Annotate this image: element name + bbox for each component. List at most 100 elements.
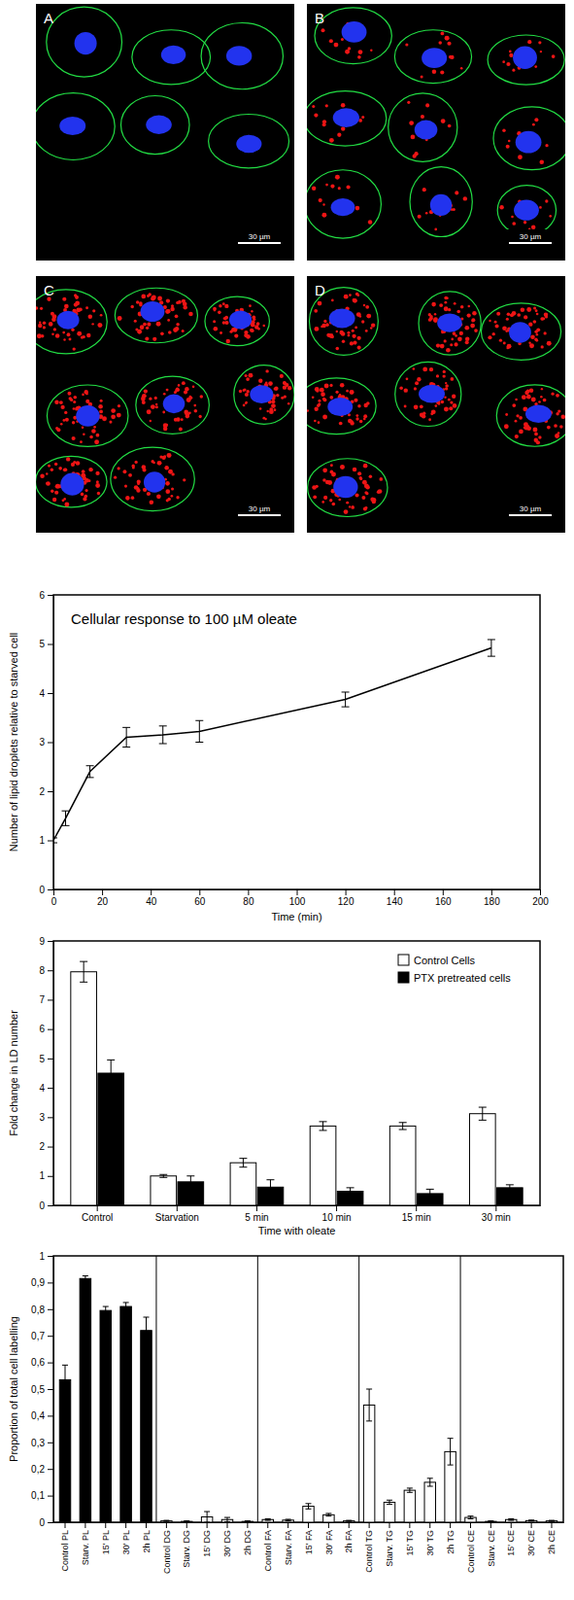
tick-label: 30' CE (526, 1528, 537, 1555)
lipid-droplet-dot (166, 308, 170, 313)
lipid-droplet-dot (516, 312, 521, 317)
tick-label: 0,7 (31, 1329, 45, 1341)
lipid-droplet-dot (456, 309, 461, 314)
lipid-droplet-dot (324, 383, 330, 389)
error-bar-cap (426, 1187, 435, 1189)
lipid-droplet-dot (116, 412, 122, 418)
tick: Starv. TG (384, 1520, 395, 1566)
lipid-droplet-dot (413, 404, 419, 409)
bar (323, 1513, 335, 1521)
lipid-droplet-dot (325, 103, 329, 107)
error-bar (487, 1519, 494, 1521)
error-bar-cap (305, 1501, 312, 1503)
lipid-droplet-dot (248, 372, 254, 378)
lipid-droplet-dot (499, 338, 503, 342)
lipid-droplet-dot (130, 304, 134, 308)
tick-label: Control (81, 1211, 113, 1222)
lipid-droplet-dot (73, 302, 78, 306)
tick: 15' DG (202, 1520, 212, 1556)
lipid-droplet-dot (147, 292, 151, 296)
tick-label: 2h CE (546, 1528, 557, 1554)
error-bar (102, 1305, 109, 1314)
lipid-droplet-dot (451, 394, 456, 399)
y-axis-title: Fold change in LD number (7, 1009, 20, 1136)
lipid-droplet-dot (447, 124, 452, 129)
lipid-droplet-dot (110, 407, 116, 413)
lipid-droplet-dot (128, 472, 133, 477)
error-bar (399, 1121, 407, 1129)
lipid-droplet-dot (358, 49, 364, 55)
lipid-droplet-dot (95, 471, 100, 475)
tick-mark (150, 888, 152, 895)
lipid-droplet-dot (270, 403, 276, 408)
bar (59, 1378, 70, 1521)
tick-mark (348, 1520, 350, 1527)
tick-mark (429, 1520, 431, 1527)
tick: 8 (38, 964, 54, 976)
error-bar-stem (145, 1316, 147, 1343)
lipid-droplet-dot (514, 398, 518, 402)
tick-mark (97, 1204, 99, 1211)
lipid-droplet-dot (313, 308, 318, 313)
lipid-droplet-dot (506, 317, 509, 321)
error-bar-cap (106, 1058, 115, 1060)
lipid-droplet-dot (369, 474, 373, 479)
lipid-droplet-dot (502, 60, 506, 64)
lipid-droplet-dot (71, 420, 75, 424)
lipid-droplet-dot (440, 118, 446, 124)
tick-mark (470, 1520, 472, 1527)
lipid-droplet-dot (82, 496, 87, 501)
lipid-droplet-dot (363, 506, 368, 510)
lipid-droplet-dot (468, 304, 472, 308)
lipid-droplet-dot (555, 411, 559, 415)
lipid-droplet-dot (441, 373, 445, 377)
y-axis-title: Proportion of total cell labelling (7, 1315, 20, 1461)
lipid-droplet-dot (436, 373, 439, 377)
tick: 0,8 (31, 1303, 54, 1315)
lipid-droplet-dot (527, 39, 532, 44)
lipid-droplet-dot (284, 382, 289, 387)
tick: 2h PL (141, 1520, 152, 1553)
lipid-droplet-dot (534, 65, 538, 68)
lipid-droplet-dot (54, 399, 59, 404)
tick-label: 2h DG (242, 1528, 253, 1554)
lipid-droplet-dot (248, 303, 252, 307)
lipid-droplet-dot (443, 406, 449, 412)
error-bar (224, 1516, 231, 1520)
lipid-droplet-dot (39, 472, 45, 478)
tick-mark (369, 1520, 371, 1527)
bar (150, 1175, 177, 1205)
lipid-droplet-dot (436, 342, 440, 347)
tick-mark (442, 888, 444, 895)
lipid-droplet-dot (443, 396, 447, 400)
tick-label: 15' CE (506, 1528, 516, 1555)
error-bar-stem (429, 1187, 431, 1197)
lipid-droplet-dot (224, 315, 229, 320)
tick-mark (491, 888, 493, 895)
group-divider (460, 1254, 462, 1521)
lipid-droplet-dot (534, 329, 539, 334)
tick-mark (47, 1308, 54, 1310)
lipid-droplet-dot (506, 346, 509, 350)
lipid-droplet-dot (425, 211, 429, 215)
lipid-droplet-dot (356, 311, 362, 317)
lipid-droplet-dot (170, 303, 174, 307)
lipid-droplet-dot (523, 220, 527, 224)
error-bar-cap (346, 1193, 355, 1195)
lipid-droplet-dot (518, 429, 524, 435)
error-bar-cap (528, 1518, 535, 1520)
lipid-droplet-dot (224, 317, 227, 320)
tick: 0,6 (31, 1355, 54, 1367)
error-bar-cap (305, 1507, 312, 1509)
tick-label: 0,3 (31, 1436, 45, 1448)
lipid-droplet-dot (45, 480, 51, 486)
lipid-droplet-dot (175, 387, 180, 392)
tick: 5 min (244, 1204, 269, 1222)
tick-mark (47, 888, 54, 890)
nucleus (327, 397, 353, 416)
tick: 10 min (322, 1204, 352, 1222)
lipid-droplet-dot (117, 404, 121, 407)
tick-mark (47, 1414, 54, 1416)
lipid-droplet-dot (454, 190, 459, 195)
lipid-droplet-dot (350, 505, 355, 509)
